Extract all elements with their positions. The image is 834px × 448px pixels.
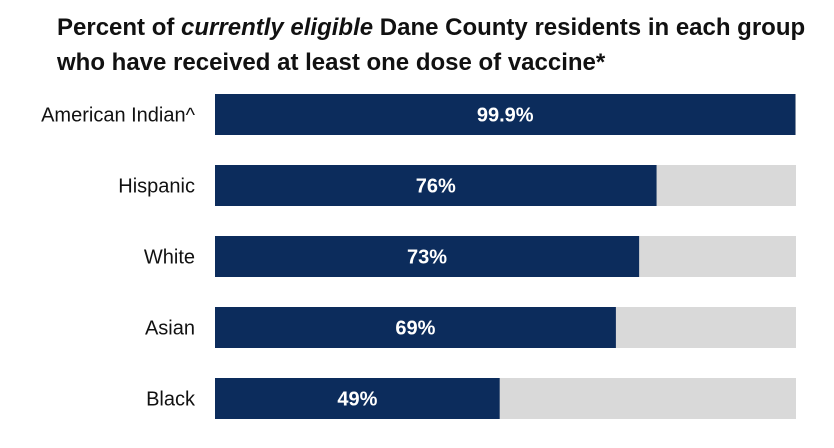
category-label-black: Black <box>146 389 196 411</box>
category-label-american-indian: American Indian^ <box>41 105 196 127</box>
bar-asian <box>215 307 616 348</box>
bar-row-black: Black 49% <box>146 378 796 419</box>
bar-american-indian <box>215 94 796 135</box>
bar-row-asian: Asian 69% <box>145 307 796 348</box>
bar-hispanic <box>215 165 657 206</box>
chart-title: Percent of currently eligible Dane Count… <box>57 10 817 80</box>
bar-row-american-indian: American Indian^ 99.9% <box>41 94 796 135</box>
value-label-hispanic: 76% <box>416 176 456 198</box>
chart-title-emphasis: currently eligible <box>181 14 374 41</box>
bar-row-white: White 73% <box>144 236 796 277</box>
value-label-black: 49% <box>337 389 377 411</box>
category-label-white: White <box>144 247 195 269</box>
category-label-asian: Asian <box>145 318 195 340</box>
category-label-hispanic: Hispanic <box>118 176 195 198</box>
value-label-white: 73% <box>407 247 447 269</box>
value-label-asian: 69% <box>395 318 435 340</box>
bar-row-hispanic: Hispanic 76% <box>118 165 796 206</box>
chart-title-prefix: Percent of <box>57 14 182 41</box>
bar-black <box>215 378 500 419</box>
chart-title-suffix: Dane County residents in each group who … <box>57 14 806 76</box>
bar-white <box>215 236 640 277</box>
value-label-american-indian: 99.9% <box>477 105 534 127</box>
